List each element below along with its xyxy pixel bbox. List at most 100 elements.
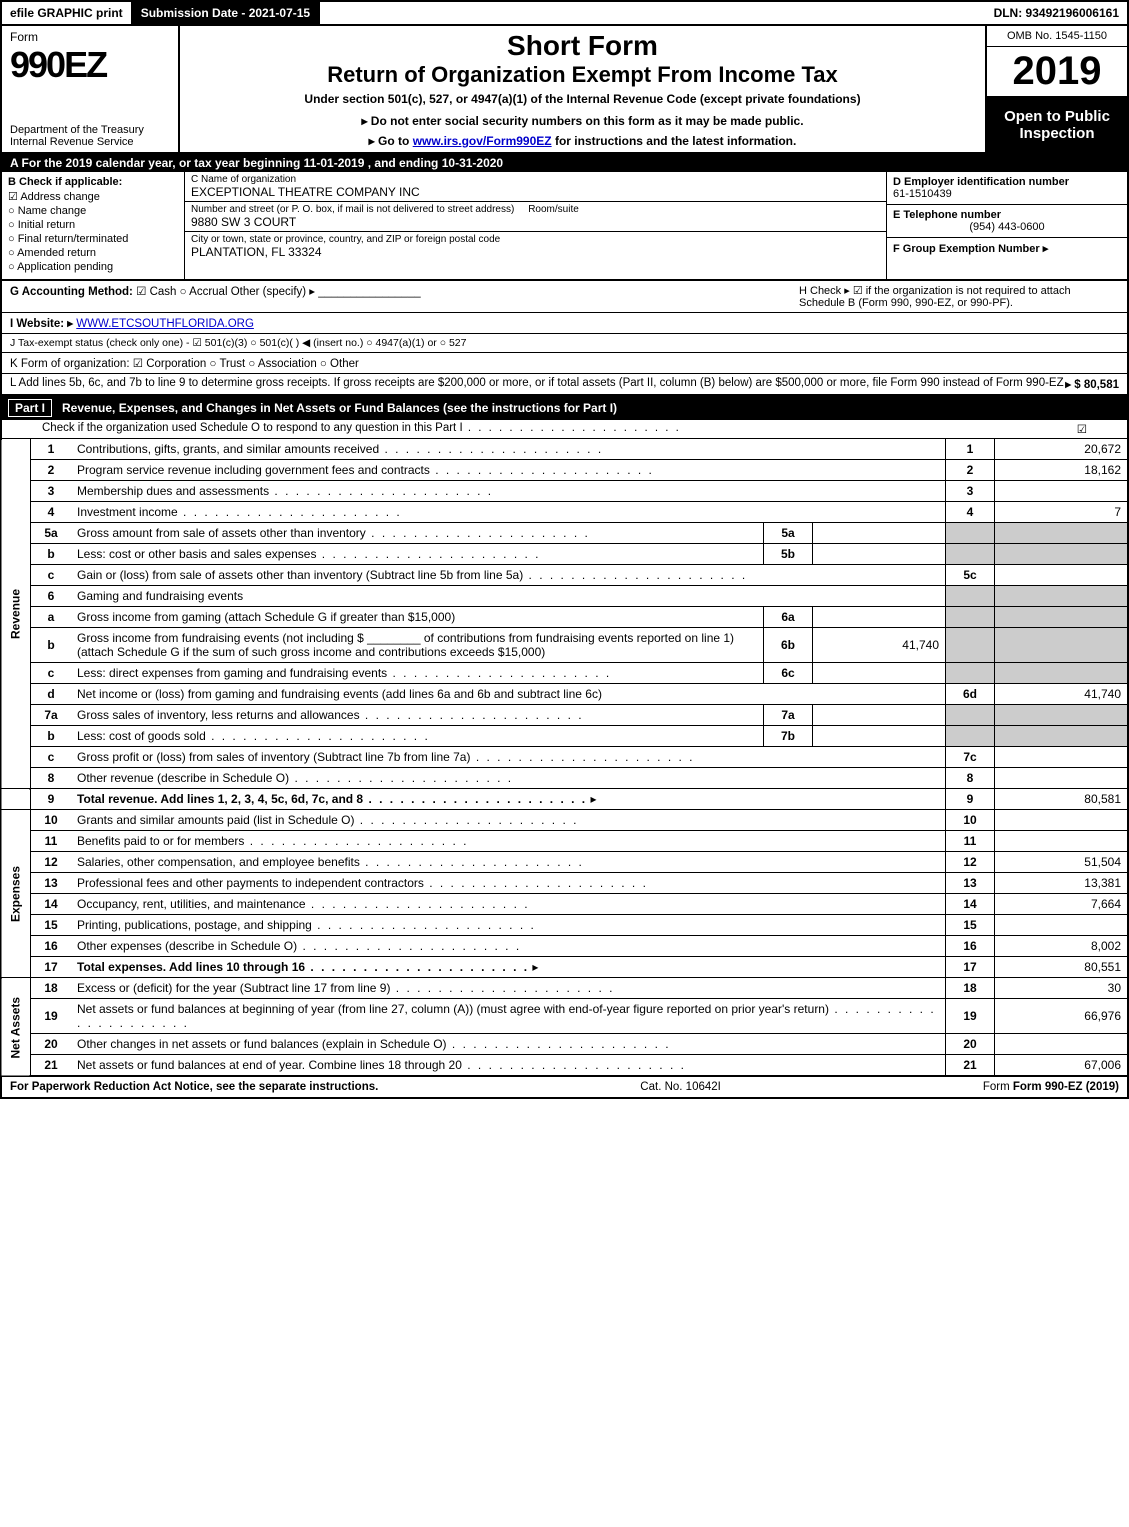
line-6-valshade (995, 586, 1129, 607)
city-state-zip: PLANTATION, FL 33324 (191, 245, 880, 259)
line-7a-shade (946, 705, 995, 726)
g-accrual[interactable]: ○ Accrual (180, 286, 228, 298)
line-19-desc: Net assets or fund balances at beginning… (71, 999, 946, 1034)
line-8-col: 8 (946, 768, 995, 789)
line-14-col: 14 (946, 894, 995, 915)
line-18-val: 30 (995, 978, 1129, 999)
line-6c-subval (813, 663, 946, 684)
check-application-pending[interactable]: Application pending (8, 261, 178, 273)
line-2-col: 2 (946, 460, 995, 481)
goto-pre: ▸ Go to (369, 134, 413, 148)
line-16-col: 16 (946, 936, 995, 957)
line-6d-desc: Net income or (loss) from gaming and fun… (71, 684, 946, 705)
line-9-desc: Total revenue. Add lines 1, 2, 3, 4, 5c,… (71, 789, 946, 810)
line-6b-desc: Gross income from fundraising events (no… (71, 628, 764, 663)
part1-title: Revenue, Expenses, and Changes in Net As… (62, 401, 617, 415)
section-k: K Form of organization: ☑ Corporation ○ … (2, 353, 1127, 374)
check-final-return[interactable]: Final return/terminated (8, 233, 178, 245)
line-7a-desc: Gross sales of inventory, less returns a… (71, 705, 764, 726)
efile-print-label[interactable]: efile GRAPHIC print (2, 2, 133, 24)
line-4-num: 4 (31, 502, 72, 523)
form-header: Form 990EZ Department of the Treasury In… (0, 24, 1129, 154)
g-cash[interactable]: ☑ Cash (136, 286, 176, 298)
line-7a-sub: 7a (764, 705, 813, 726)
line-6d-num: d (31, 684, 72, 705)
line-11-col: 11 (946, 831, 995, 852)
line-7c-desc: Gross profit or (loss) from sales of inv… (71, 747, 946, 768)
revenue-side-spacer (1, 789, 31, 810)
line-10-val (995, 810, 1129, 831)
tax-year-row: A For the 2019 calendar year, or tax yea… (0, 154, 1129, 172)
g-other[interactable]: Other (specify) ▸ (231, 286, 315, 298)
check-amended-return[interactable]: Amended return (8, 247, 178, 259)
line-10-desc: Grants and similar amounts paid (list in… (71, 810, 946, 831)
open-public: Open to Public Inspection (987, 97, 1127, 152)
line-19-val: 66,976 (995, 999, 1129, 1034)
line-15-val (995, 915, 1129, 936)
phone-value: (954) 443-0600 (893, 221, 1121, 233)
line-6a-sub: 6a (764, 607, 813, 628)
revenue-side-label: Revenue (1, 439, 31, 789)
goto-link[interactable]: www.irs.gov/Form990EZ (413, 134, 552, 148)
line-2-num: 2 (31, 460, 72, 481)
line-5c-desc: Gain or (loss) from sale of assets other… (71, 565, 946, 586)
line-1-num: 1 (31, 439, 72, 460)
line-3-num: 3 (31, 481, 72, 502)
line-6c-num: c (31, 663, 72, 684)
line-1-val: 20,672 (995, 439, 1129, 460)
part1-checkmark[interactable]: ☑ (1077, 422, 1087, 436)
g-label: G Accounting Method: (10, 286, 133, 298)
expenses-side-label: Expenses (1, 810, 31, 978)
org-name: EXCEPTIONAL THEATRE COMPANY INC (191, 185, 880, 199)
line-5a-desc: Gross amount from sale of assets other t… (71, 523, 764, 544)
check-name-change[interactable]: Name change (8, 205, 178, 217)
part1-check-note: Check if the organization used Schedule … (42, 422, 681, 436)
line-2-desc: Program service revenue including govern… (71, 460, 946, 481)
line-19-col: 19 (946, 999, 995, 1034)
form-number: 990EZ (10, 44, 170, 86)
line-17-num: 17 (31, 957, 72, 978)
part1-header: Part I Revenue, Expenses, and Changes in… (0, 396, 1129, 420)
line-6c-sub: 6c (764, 663, 813, 684)
line-21-col: 21 (946, 1055, 995, 1077)
footer: For Paperwork Reduction Act Notice, see … (0, 1077, 1129, 1099)
line-11-desc: Benefits paid to or for members (71, 831, 946, 852)
part1-title-text: Revenue, Expenses, and Changes in Net As… (62, 401, 617, 415)
line-6b-pre: Gross income from fundraising events (no… (77, 631, 367, 645)
line-5b-sub: 5b (764, 544, 813, 565)
section-l: L Add lines 5b, 6c, and 7b to line 9 to … (2, 374, 1127, 394)
line-7c-col: 7c (946, 747, 995, 768)
line-20-desc: Other changes in net assets or fund bala… (71, 1034, 946, 1055)
line-5a-valshade (995, 523, 1129, 544)
addr-label: Number and street (or P. O. box, if mail… (191, 204, 514, 215)
room-label: Room/suite (528, 204, 579, 215)
line-5c-num: c (31, 565, 72, 586)
line-7b-sub: 7b (764, 726, 813, 747)
line-6d-col: 6d (946, 684, 995, 705)
line-15-num: 15 (31, 915, 72, 936)
website-link[interactable]: WWW.ETCSOUTHFLORIDA.ORG (76, 318, 254, 330)
line-7c-val (995, 747, 1129, 768)
under-section: Under section 501(c), 527, or 4947(a)(1)… (188, 92, 977, 106)
check-initial-return[interactable]: Initial return (8, 219, 178, 231)
check-address-change[interactable]: Address change (8, 190, 178, 203)
line-12-num: 12 (31, 852, 72, 873)
line-12-desc: Salaries, other compensation, and employ… (71, 852, 946, 873)
section-de: D Employer identification number 61-1510… (886, 172, 1127, 279)
l-amount: ▸ $ 80,581 (1065, 377, 1119, 391)
line-17-col: 17 (946, 957, 995, 978)
line-20-col: 20 (946, 1034, 995, 1055)
line-6b-num: b (31, 628, 72, 663)
group-exemption-label: F Group Exemption Number ▸ (893, 242, 1121, 255)
line-6-desc: Gaming and fundraising events (71, 586, 946, 607)
line-6-num: 6 (31, 586, 72, 607)
line-9-val: 80,581 (995, 789, 1129, 810)
line-18-col: 18 (946, 978, 995, 999)
line-7b-shade (946, 726, 995, 747)
line-20-val (995, 1034, 1129, 1055)
info-grid: B Check if applicable: Address change Na… (0, 172, 1129, 281)
line-12-val: 51,504 (995, 852, 1129, 873)
line-5b-valshade (995, 544, 1129, 565)
line-15-col: 15 (946, 915, 995, 936)
line-8-num: 8 (31, 768, 72, 789)
